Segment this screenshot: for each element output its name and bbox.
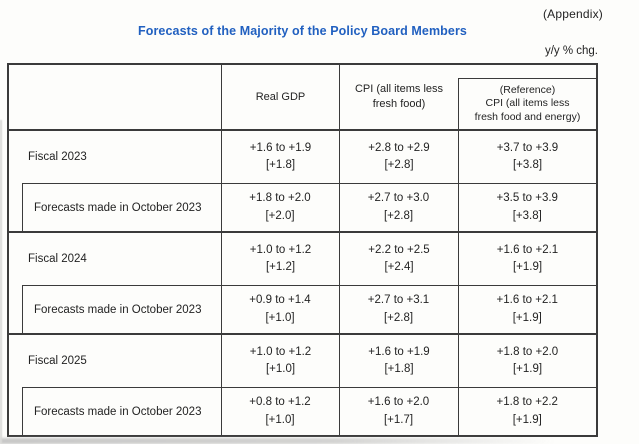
cell-cpi-ref: +3.7 to +3.9 [+3.8] [458,131,596,183]
table-row-october-2023-forecast-fy2025: Forecasts made in October 2023 +0.8 to +… [22,387,596,435]
table-row-fiscal-2025: Fiscal 2025 +1.0 to +1.2 [+1.0] +1.6 to … [9,335,596,387]
row-label: Fiscal 2023 [28,151,87,163]
cell-gdp: +0.9 to +1.4 [+1.0] [220,286,339,333]
page-title: Forecasts of the Majority of the Policy … [138,24,467,38]
scan-artifact-left-edge [0,120,2,444]
row-label: Fiscal 2024 [28,253,87,265]
cell-cpi: +2.7 to +3.0 [+2.8] [338,184,458,231]
unit-note: y/y % chg. [544,45,598,57]
forecast-table: Real GDP CPI (all items less fresh food)… [7,63,598,437]
row-label: Forecasts made in October 2023 [34,201,202,214]
cell-cpi: +1.6 to +1.9 [+1.8] [339,335,458,387]
row-label: Forecasts made in October 2023 [34,303,202,316]
scan-artifact-bottom [0,438,555,444]
header-empty-cell [9,65,221,129]
cell-cpi: +2.7 to +3.1 [+2.8] [338,286,458,333]
group-fiscal-2023: Fiscal 2023 +1.6 to +1.9 [+1.8] +2.8 to … [9,131,596,233]
cell-cpi-ref: +1.8 to +2.0 [+1.9] [458,335,596,387]
header-cpi-reference-box: (Reference) CPI (all items less fresh fo… [458,78,596,129]
cell-gdp: +0.8 to +1.2 [+1.0] [220,388,339,435]
cell-cpi-ref: +3.5 to +3.9 [+3.8] [457,184,597,231]
table-row-fiscal-2024: Fiscal 2024 +1.0 to +1.2 [+1.2] +2.2 to … [9,233,596,285]
table-row-october-2023-forecast-fy2023: Forecasts made in October 2023 +1.8 to +… [22,183,596,231]
header-cpi: CPI (all items less fresh food) [339,65,458,129]
cell-gdp: +1.0 to +1.2 [+1.0] [221,335,339,387]
cell-cpi-ref: +1.6 to +2.1 [+1.9] [457,286,597,333]
table-header-row: Real GDP CPI (all items less fresh food)… [9,65,596,131]
cell-cpi-ref: +1.8 to +2.2 [+1.9] [457,388,597,435]
cell-cpi: +1.6 to +2.0 [+1.7] [338,388,458,435]
header-real-gdp: Real GDP [221,65,339,129]
cell-gdp: +1.0 to +1.2 [+1.2] [221,233,339,285]
table-row-october-2023-forecast-fy2024: Forecasts made in October 2023 +0.9 to +… [22,285,596,333]
table-row-fiscal-2023: Fiscal 2023 +1.6 to +1.9 [+1.8] +2.8 to … [9,131,596,183]
group-fiscal-2024: Fiscal 2024 +1.0 to +1.2 [+1.2] +2.2 to … [9,233,596,335]
cell-gdp: +1.6 to +1.9 [+1.8] [221,131,339,183]
row-label: Forecasts made in October 2023 [34,405,202,418]
row-label: Fiscal 2025 [28,355,87,367]
cell-cpi: +2.2 to +2.5 [+2.4] [339,233,458,285]
group-fiscal-2025: Fiscal 2025 +1.0 to +1.2 [+1.0] +1.6 to … [9,335,596,435]
cell-cpi-ref: +1.6 to +2.1 [+1.9] [458,233,596,285]
cell-cpi: +2.8 to +2.9 [+2.8] [339,131,458,183]
cell-gdp: +1.8 to +2.0 [+2.0] [220,184,339,231]
appendix-label: (Appendix) [542,7,603,21]
